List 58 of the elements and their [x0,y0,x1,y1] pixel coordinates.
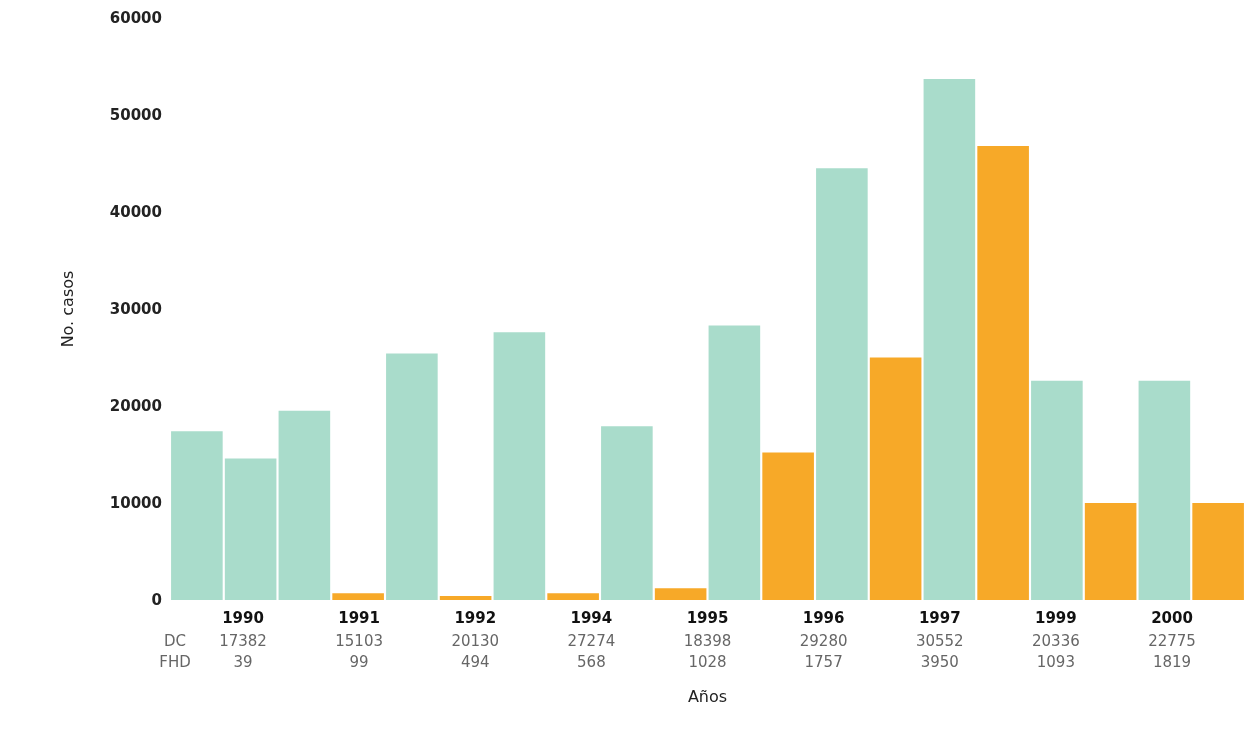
bar [547,593,599,600]
bar [493,332,546,600]
text: 3950 [920,653,959,671]
text: 494 [460,653,490,671]
y-tick-label: 0 [151,591,162,609]
text: 39 [233,653,253,671]
text: 29280 [799,632,848,650]
bar [654,588,707,600]
bar [439,596,492,600]
text: 2000 [1151,609,1193,627]
bar [869,357,922,600]
bar [977,146,1029,600]
text: 1994 [570,609,613,627]
y-tick-label: 30000 [109,300,162,318]
bar [332,593,384,600]
bar [278,410,331,600]
bar [1031,380,1083,600]
bar [708,325,761,600]
text: 1999 [1035,609,1077,627]
text: 15103 [335,632,383,650]
bar [1084,503,1137,600]
text: 1990 [222,609,264,627]
text: 568 [577,653,606,671]
text: 22775 [1148,632,1196,650]
text: DC [163,632,187,650]
text: 1028 [688,653,727,671]
text: 27274 [567,632,616,650]
bar [923,79,976,600]
y-tick-label: 10000 [109,494,162,512]
text: 18398 [683,632,732,650]
text: 99 [349,653,369,671]
bar [386,353,438,600]
y-axis-title: No. casos [57,270,77,348]
text: 1991 [338,609,380,627]
text: 20130 [451,632,500,650]
y-tick-label: 20000 [109,397,162,415]
bar [224,458,277,600]
text: 1995 [686,609,729,627]
text: 1819 [1152,653,1192,671]
text: 1997 [918,609,961,627]
text: 1093 [1036,653,1075,671]
x-axis-title: Años [687,686,728,706]
text: 1996 [802,609,845,627]
bar [171,431,223,600]
y-tick-label: 60000 [109,9,162,27]
text: 1992 [454,609,497,627]
bar [601,426,653,600]
text: 1757 [804,653,843,671]
text: 30552 [915,632,964,650]
bar [1138,380,1191,600]
y-tick-label: 40000 [109,203,162,221]
bar [816,168,868,600]
y-tick-label: 50000 [109,106,162,124]
bar [1192,503,1244,600]
text: 17382 [219,632,267,650]
text: FHD [159,653,191,671]
text: 20336 [1032,632,1080,650]
bar [762,452,814,600]
